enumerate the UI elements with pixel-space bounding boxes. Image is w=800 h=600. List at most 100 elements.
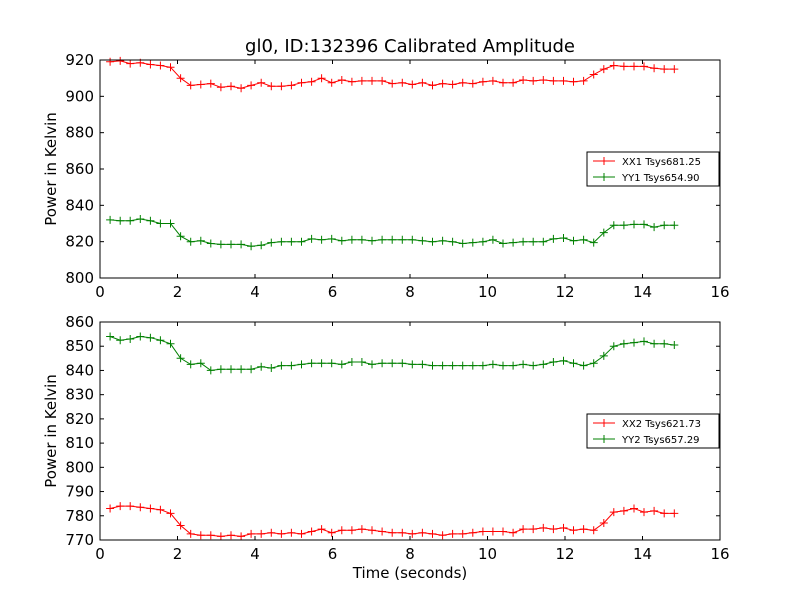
y-tick-label: 860 [65, 313, 94, 331]
data-point-marker [267, 364, 276, 372]
data-point-marker [176, 354, 185, 363]
data-point-marker [136, 503, 145, 512]
data-point-marker [337, 526, 346, 535]
x-tick-label: 6 [328, 545, 338, 563]
x-tick-label: 4 [250, 283, 260, 301]
x-tick-label: 14 [633, 283, 652, 301]
data-point-marker [539, 523, 548, 532]
x-tick-label: 4 [250, 545, 260, 563]
data-point-marker [589, 359, 598, 368]
data-point-marker [106, 57, 115, 66]
data-point-marker [609, 61, 618, 70]
data-point-marker [559, 523, 568, 532]
data-point-marker [196, 80, 205, 89]
data-point-marker [347, 358, 356, 366]
data-point-marker [569, 236, 578, 245]
data-point-marker [317, 525, 326, 534]
data-point-marker [559, 356, 568, 365]
data-point-marker [418, 236, 427, 245]
y-tick-label: 820 [65, 410, 94, 428]
data-point-marker [529, 76, 538, 85]
data-point-marker [357, 525, 366, 534]
data-point-marker [267, 238, 276, 247]
data-point-marker [206, 531, 215, 540]
data-point-marker [216, 240, 225, 249]
data-point-marker [509, 238, 518, 247]
data-point-marker [488, 527, 497, 536]
data-point-marker [307, 527, 316, 536]
data-point-marker [630, 504, 638, 513]
data-point-marker [499, 239, 507, 248]
data-point-marker [277, 82, 286, 91]
data-point-marker [539, 237, 548, 246]
data-point-marker [257, 362, 266, 371]
x-tick-label: 12 [555, 545, 574, 563]
y-tick-label: 800 [65, 269, 94, 287]
data-point-marker [418, 78, 427, 87]
y-tick-label: 810 [65, 434, 94, 452]
data-point-marker [206, 239, 215, 248]
y-tick-label: 790 [65, 483, 94, 501]
data-point-marker [499, 78, 507, 87]
data-point-marker [126, 502, 135, 511]
data-point-marker [650, 506, 659, 515]
data-point-marker [398, 78, 407, 87]
data-point-marker [186, 81, 195, 90]
y-tick-label: 840 [65, 361, 94, 379]
data-point-marker [468, 528, 477, 537]
data-point-marker [116, 502, 125, 511]
data-point-marker [388, 235, 397, 244]
data-point-marker [378, 235, 387, 244]
data-point-marker [599, 519, 608, 527]
data-point-marker [529, 525, 538, 534]
data-point-marker [176, 521, 185, 530]
data-point-marker [670, 509, 679, 518]
data-point-marker [176, 232, 185, 241]
x-tick-label: 0 [95, 283, 105, 301]
data-point-marker [227, 240, 235, 249]
data-point-marker [549, 234, 558, 243]
data-point-marker [428, 361, 437, 370]
y-tick-label: 780 [65, 507, 94, 525]
data-point-marker [660, 221, 669, 230]
data-point-marker [156, 336, 165, 345]
data-point-marker [559, 76, 568, 85]
data-point-marker [408, 80, 417, 89]
data-point-marker [307, 359, 316, 368]
data-point-marker [327, 528, 336, 537]
legend-marker [600, 173, 608, 181]
data-point-marker [327, 359, 336, 368]
data-point-marker [670, 341, 679, 349]
data-point-marker [609, 508, 618, 517]
data-point-marker [106, 215, 115, 224]
data-point-marker [166, 219, 175, 228]
data-point-marker [257, 78, 266, 87]
data-point-marker [388, 528, 397, 537]
data-point-marker [237, 365, 246, 374]
x-tick-label: 12 [555, 283, 574, 301]
legend-marker [600, 157, 608, 165]
data-point-marker [186, 360, 195, 369]
data-point-marker [357, 235, 366, 244]
data-point-marker [297, 529, 306, 538]
data-point-marker [619, 506, 628, 515]
data-point-marker [549, 525, 558, 534]
x-tick-label: 14 [633, 545, 652, 563]
data-point-marker [287, 81, 296, 90]
data-point-marker [468, 361, 477, 370]
data-point-marker [186, 529, 195, 538]
data-point-marker [368, 236, 376, 245]
data-point-marker [337, 76, 346, 84]
data-point-marker [478, 527, 487, 536]
data-point-marker [448, 80, 457, 89]
data-point-marker [559, 234, 568, 242]
y-tick-label: 770 [65, 531, 94, 549]
data-point-marker [378, 359, 387, 368]
x-tick-label: 2 [173, 283, 183, 301]
data-point-marker [660, 65, 669, 74]
data-point-marker [287, 528, 296, 537]
data-point-marker [368, 526, 376, 535]
data-point-marker [438, 79, 447, 88]
data-point-marker [660, 339, 669, 348]
